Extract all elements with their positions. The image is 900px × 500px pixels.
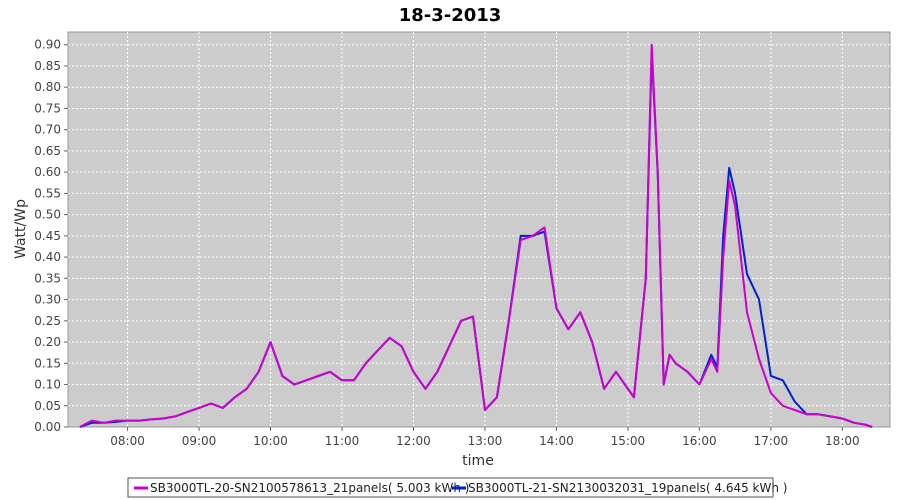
y-tick-label: 0.40 — [34, 250, 61, 264]
y-tick-label: 0.05 — [34, 399, 61, 413]
legend-label-1: SB3000TL-20-SN2100578613_21panels( 5.003… — [150, 481, 469, 495]
gridlines — [68, 32, 890, 427]
y-tick-label: 0.65 — [34, 144, 61, 158]
y-tick-label: 0.85 — [34, 59, 61, 73]
legend — [127, 477, 774, 498]
legend-items: SB3000TL-20-SN2100578613_21panels( 5.003… — [134, 481, 787, 495]
series-line-1 — [79, 43, 873, 428]
chart-title: 18-3-2013 — [399, 5, 502, 26]
y-tick-label: 0.50 — [34, 208, 61, 222]
y-tick-label: 0.80 — [34, 80, 61, 94]
y-tick-label: 0.35 — [34, 271, 61, 285]
y-tick-label: 0.10 — [34, 378, 61, 392]
y-tick-label: 0.00 — [34, 420, 61, 434]
legend-label-2: SB3000TL-21-SN2130032031_19panels( 4.645… — [468, 481, 787, 495]
y-tick-label: 0.45 — [34, 229, 61, 243]
y-tick-label: 0.25 — [34, 314, 61, 328]
x-tick-label: 13:00 — [468, 434, 503, 448]
y-tick-label: 0.30 — [34, 293, 61, 307]
x-tick-label: 17:00 — [754, 434, 789, 448]
x-tick-label: 15:00 — [611, 434, 646, 448]
x-axis-ticks: 08:00 09:00 10:00 11:00 12:00 13:00 14:00 15:00… — [110, 427, 860, 448]
x-tick-label: 09:00 — [182, 434, 217, 448]
y-axis-label: Watt/Wp — [13, 199, 29, 259]
y-tick-label: 0.55 — [34, 186, 61, 200]
x-tick-label: 08:00 — [110, 434, 145, 448]
x-axis-label: time — [462, 453, 494, 469]
x-tick-label: 14:00 — [539, 434, 574, 448]
y-tick-label: 0.60 — [34, 165, 61, 179]
series-lines — [79, 43, 873, 428]
y-tick-label: 0.90 — [34, 38, 61, 52]
y-tick-label: 0.20 — [34, 335, 61, 349]
x-tick-label: 12:00 — [396, 434, 431, 448]
x-tick-label: 18:00 — [825, 434, 860, 448]
y-tick-label: 0.15 — [34, 356, 61, 370]
x-tick-label: 10:00 — [253, 434, 288, 448]
x-tick-label: 11:00 — [325, 434, 360, 448]
x-tick-label: 16:00 — [682, 434, 717, 448]
y-tick-label: 0.75 — [34, 101, 61, 115]
y-tick-label: 0.70 — [34, 123, 61, 137]
y-axis-ticks: 0.00 0.05 0.10 0.15 0.20 0.25 0.30 0.35 0.40 0.45… — [34, 38, 68, 434]
